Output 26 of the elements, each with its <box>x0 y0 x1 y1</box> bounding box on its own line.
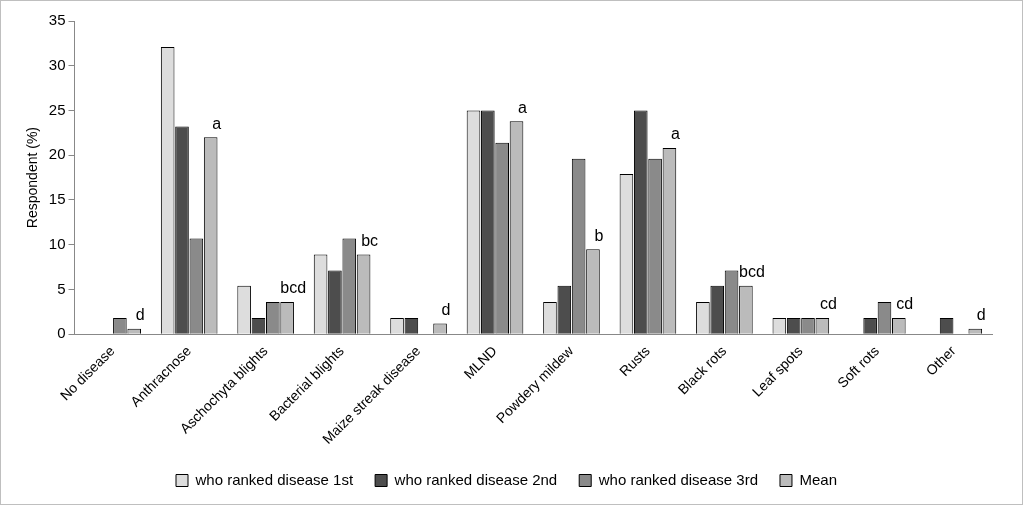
annotation: d <box>976 306 986 324</box>
annotation: a <box>670 125 680 143</box>
legend-label: who ranked disease 1st <box>194 470 354 488</box>
y-axis-title: Respondent (%) <box>24 126 41 229</box>
y-tick-label: 30 <box>48 55 66 73</box>
annotation: bcd <box>280 279 307 297</box>
y-tick-label: 10 <box>48 234 66 252</box>
legend-label: who ranked disease 3rd <box>597 470 758 488</box>
legend-label: who ranked disease 2nd <box>393 470 558 488</box>
y-tick-label: 35 <box>48 11 66 29</box>
y-tick-label: 25 <box>48 100 66 118</box>
y-tick-label: 20 <box>48 145 66 163</box>
annotation: d <box>441 300 451 318</box>
y-tick-label: 15 <box>48 190 66 208</box>
annotation: b <box>594 226 604 244</box>
annotation: d <box>135 306 145 324</box>
annotation: cd <box>896 295 914 313</box>
y-tick-label: 5 <box>57 279 66 297</box>
annotation: a <box>518 98 528 116</box>
x-tick-label: Soft rots <box>833 342 883 391</box>
y-tick-label: 0 <box>57 324 66 342</box>
legend-label: Mean <box>799 470 838 488</box>
annotation: a <box>212 114 222 132</box>
annotation: cd <box>819 295 837 313</box>
annotation: bcd <box>739 263 765 281</box>
annotation: bc <box>361 231 379 249</box>
